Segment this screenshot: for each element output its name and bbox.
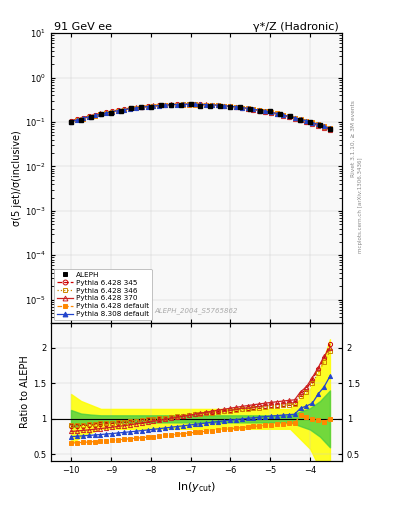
X-axis label: $\ln(y_{\rm cut})$: $\ln(y_{\rm cut})$ bbox=[177, 480, 216, 494]
Text: γ*/Z (Hadronic): γ*/Z (Hadronic) bbox=[253, 22, 339, 32]
Y-axis label: Ratio to ALEPH: Ratio to ALEPH bbox=[20, 355, 30, 428]
Legend: ALEPH, Pythia 6.428 345, Pythia 6.428 346, Pythia 6.428 370, Pythia 6.428 defaul: ALEPH, Pythia 6.428 345, Pythia 6.428 34… bbox=[54, 269, 152, 320]
Text: 91 GeV ee: 91 GeV ee bbox=[54, 22, 112, 32]
Text: ALEPH_2004_S5765862: ALEPH_2004_S5765862 bbox=[155, 307, 238, 314]
Y-axis label: σ(5 jet)/σ(inclusive): σ(5 jet)/σ(inclusive) bbox=[12, 130, 22, 226]
Text: mcplots.cern.ch [arXiv:1306.3436]: mcplots.cern.ch [arXiv:1306.3436] bbox=[358, 157, 364, 252]
Text: Rivet 3.1.10, ≥ 3M events: Rivet 3.1.10, ≥ 3M events bbox=[351, 100, 356, 177]
